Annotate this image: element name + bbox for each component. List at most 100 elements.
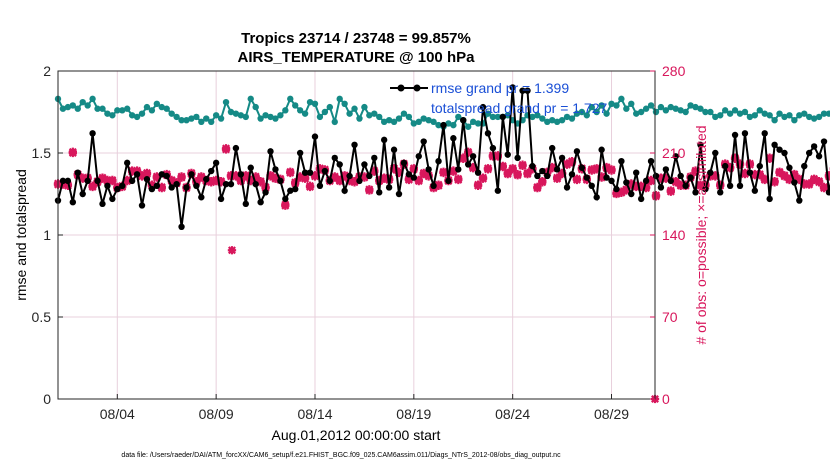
rmse-point-98 [539, 167, 546, 175]
obs-assimilated-marker-83 [464, 148, 473, 158]
totalspread-point-122 [657, 103, 665, 111]
rmse-point-116 [628, 190, 635, 198]
rmse-point-62 [361, 161, 368, 168]
rmse-point-99 [544, 172, 551, 180]
totalspread-point-123 [662, 107, 670, 114]
obs-assimilated-marker-103 [562, 160, 572, 169]
rmse-point-55 [326, 177, 334, 185]
rmse-point-91 [504, 151, 511, 158]
chart-title: Tropics 23714 / 23748 = 99.857% [241, 30, 471, 47]
obs-assimilated-marker-112 [607, 166, 616, 175]
obs-assimilated-marker-155 [819, 183, 829, 193]
rmse-point-119 [642, 177, 650, 185]
rmse-point-121 [652, 172, 660, 180]
totalspread-point-67 [385, 117, 393, 124]
totalspread-point-138 [736, 110, 744, 117]
totalspread-point-119 [642, 105, 650, 112]
totalspread-point-60 [351, 105, 358, 112]
y-axis-right: 0 70 140 210 280 [650, 63, 686, 407]
totalspread-point-118 [637, 108, 645, 116]
rmse-point-124 [667, 177, 675, 185]
x-tick-label-0: 08/04 [100, 406, 135, 422]
totalspread-point-88 [489, 113, 497, 121]
totalspread-point-26 [183, 117, 190, 124]
rmse-point-120 [647, 158, 655, 165]
totalspread-point-126 [677, 107, 684, 114]
totalspread-point-110 [598, 102, 605, 109]
totalspread-point-134 [717, 112, 724, 119]
rmse-point-12 [114, 185, 121, 193]
rmse-point-15 [128, 177, 136, 185]
totalspread-point-35 [227, 108, 235, 116]
obs-assimilated-marker-123 [661, 174, 671, 183]
totalspread-point-149 [791, 117, 798, 124]
rmse-point-103 [563, 184, 571, 191]
rmse-point-22 [163, 172, 170, 180]
totalspread-point-129 [692, 103, 699, 111]
totalspread-point-97 [534, 112, 541, 119]
x-axis-label: Aug.01,2012 00:00:00 start [272, 427, 441, 443]
obs-assimilated-marker-90 [498, 162, 507, 172]
totalspread-point-20 [153, 100, 161, 108]
obs-assimilated-marker-138 [735, 160, 745, 169]
totalspread-point-33 [217, 115, 225, 122]
rmse-point-127 [682, 182, 689, 189]
rmse-point-101 [553, 166, 561, 173]
obs-assimilated-marker-11 [108, 176, 117, 186]
totalspread-point-52 [311, 100, 319, 108]
obs-assimilated-marker-58 [340, 172, 349, 181]
rmse-point-132 [707, 169, 714, 176]
obs-assimilated-marker-142 [755, 171, 764, 180]
totalspread-point-83 [464, 123, 472, 130]
rmse-point-48 [292, 185, 299, 193]
rmse-point-52 [311, 133, 319, 140]
rmse-point-24 [173, 180, 180, 188]
totalspread-point-75 [425, 117, 432, 124]
obs-assimilated-marker-145 [770, 178, 779, 187]
totalspread-point-62 [361, 103, 368, 111]
obs-assimilated-marker-152 [805, 180, 814, 189]
rmse-point-112 [608, 177, 615, 185]
totalspread-point-76 [430, 118, 437, 126]
rmse-point-75 [425, 166, 432, 173]
totalspread-point-144 [766, 112, 773, 119]
totalspread-point-5 [79, 98, 86, 106]
obs-assimilated-marker-43 [266, 172, 275, 181]
obs-assimilated-marker-126 [676, 181, 685, 190]
obs-extra-marker-0 [227, 246, 237, 255]
rmse-point-125 [672, 153, 679, 160]
totalspread-point-46 [282, 107, 289, 114]
rmse-point-126 [677, 172, 684, 180]
y2-tick-label-2: 140 [662, 227, 686, 243]
obs-assimilated-marker-66 [380, 174, 389, 183]
obs-assimilated-marker-25 [177, 173, 186, 182]
totalspread-point-40 [252, 103, 259, 111]
y2-tick-label-3: 210 [662, 145, 686, 161]
obs-assimilated-marker-14 [123, 176, 132, 186]
obs-assimilated-marker-101 [552, 174, 562, 183]
totalspread-point-15 [128, 112, 136, 119]
rmse-point-108 [588, 182, 595, 189]
obs-assimilated-marker-96 [528, 165, 537, 174]
rmse-point-104 [568, 171, 576, 178]
totalspread-point-45 [277, 112, 284, 119]
totalspread-point-49 [296, 107, 304, 114]
obs-assimilated-marker-114 [617, 188, 626, 197]
obs-assimilated-marker-94 [518, 161, 527, 171]
totalspread-point-22 [163, 105, 170, 112]
totalspread-point-23 [168, 110, 175, 117]
rmse-point-85 [474, 169, 482, 176]
obs-assimilated-marker-130 [696, 181, 705, 190]
obs-assimilated-marker-40 [251, 173, 260, 182]
totalspread-point-151 [801, 110, 808, 117]
rmse-point-139 [741, 130, 749, 137]
rmse-point-156 [825, 189, 830, 196]
rmse-point-72 [410, 174, 418, 181]
rmse-point-10 [104, 182, 111, 189]
obs-assimilated-marker-110 [597, 173, 606, 182]
obs-assimilated-marker-49 [296, 173, 305, 182]
obs-assimilated-marker-52 [310, 172, 320, 181]
rmse-point-107 [583, 174, 590, 181]
obs-assimilated-marker-36 [231, 172, 241, 181]
